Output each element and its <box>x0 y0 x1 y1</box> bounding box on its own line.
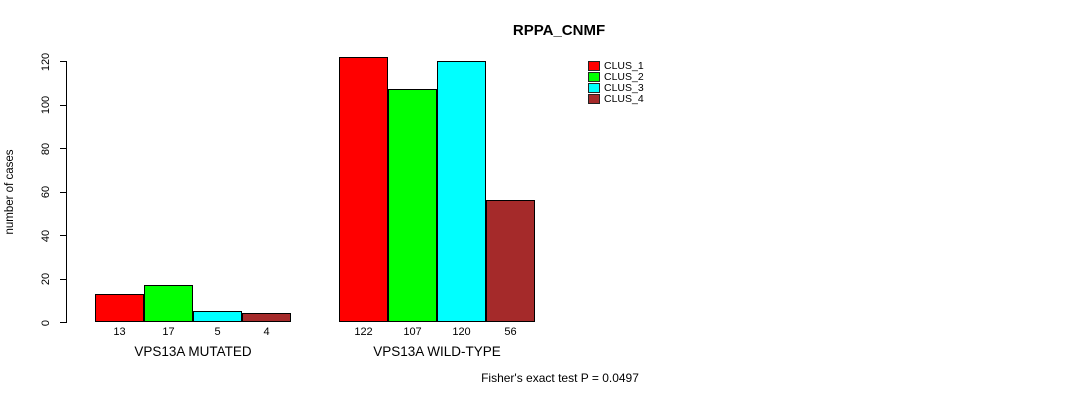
fisher-test-annotation: Fisher's exact test P = 0.0497 <box>481 371 639 385</box>
bar-value-label: 17 <box>162 326 175 338</box>
bar-value-label: 4 <box>263 326 270 338</box>
bar-value-label: 122 <box>354 326 373 338</box>
legend-swatch-icon <box>588 72 600 82</box>
y-tick-label: 20 <box>40 272 52 286</box>
bar-value-label: 13 <box>113 326 126 338</box>
y-tick-label: 80 <box>40 142 52 155</box>
bar-clus_2-wild-type <box>388 89 437 322</box>
legend-label: CLUS_2 <box>604 71 644 83</box>
y-tick-label: 40 <box>40 229 52 242</box>
legend-swatch-icon <box>588 61 600 71</box>
x-category-label: VPS13A WILD-TYPE <box>373 344 501 359</box>
y-tick-label: 120 <box>40 52 52 71</box>
y-tick-mark <box>60 191 66 193</box>
bar-value-label: 5 <box>214 326 221 338</box>
bar-value-label: 56 <box>504 326 517 338</box>
x-category-label: VPS13A MUTATED <box>134 344 252 359</box>
legend-label: CLUS_1 <box>604 60 644 72</box>
y-tick-mark <box>60 61 66 62</box>
legend-swatch-icon <box>588 94 600 104</box>
y-tick-label: 0 <box>40 319 52 326</box>
bar-clus_2-mutated <box>144 285 193 322</box>
y-axis-line <box>66 61 67 323</box>
bar-clus_4-mutated <box>242 313 291 322</box>
bar-clus_1-wild-type <box>339 57 388 322</box>
legend-swatch-icon <box>588 83 600 93</box>
y-tick-mark <box>60 235 66 236</box>
y-tick-mark <box>60 278 66 280</box>
y-tick-mark <box>60 322 66 323</box>
bar-value-label: 120 <box>452 326 471 338</box>
bar-clus_1-mutated <box>95 294 144 322</box>
y-tick-label: 60 <box>40 185 52 199</box>
y-tick-mark <box>60 104 66 106</box>
bar-clus_3-mutated <box>193 311 242 322</box>
y-tick-mark <box>60 148 66 149</box>
bar-clus_4-wild-type <box>486 200 535 322</box>
bar-clus_3-wild-type <box>437 61 486 322</box>
y-axis-label: number of cases <box>4 149 16 235</box>
legend-label: CLUS_4 <box>604 93 644 105</box>
bar-value-label: 107 <box>403 326 422 338</box>
legend-label: CLUS_3 <box>604 82 644 94</box>
y-tick-label: 100 <box>40 95 52 115</box>
chart-title: RPPA_CNMF <box>512 22 606 39</box>
